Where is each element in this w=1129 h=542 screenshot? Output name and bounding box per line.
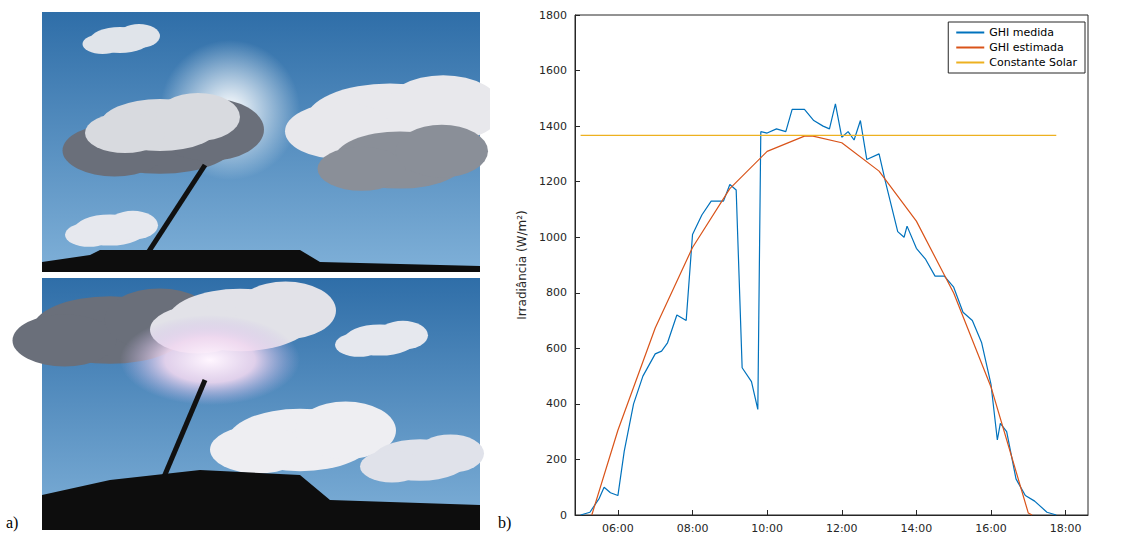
- svg-text:GHI medida: GHI medida: [989, 26, 1054, 39]
- svg-text:800: 800: [546, 286, 567, 299]
- svg-text:16:00: 16:00: [975, 522, 1007, 535]
- svg-text:08:00: 08:00: [677, 522, 709, 535]
- svg-text:0: 0: [560, 509, 567, 522]
- svg-text:400: 400: [546, 397, 567, 410]
- svg-text:12:00: 12:00: [826, 522, 858, 535]
- svg-text:14:00: 14:00: [901, 522, 933, 535]
- html-text:a): a): [6, 514, 19, 531]
- svg-text:1600: 1600: [539, 64, 567, 77]
- svg-text:Irradiância (W/m²): Irradiância (W/m²): [515, 210, 529, 319]
- svg-text:1200: 1200: [539, 175, 567, 188]
- svg-text:1800: 1800: [539, 9, 567, 22]
- svg-text:06:00: 06:00: [602, 522, 634, 535]
- svg-text:1000: 1000: [539, 231, 567, 244]
- html-text:b): b): [498, 514, 512, 531]
- svg-text:1400: 1400: [539, 120, 567, 133]
- svg-text:18:00: 18:00: [1050, 522, 1082, 535]
- svg-text:10:00: 10:00: [751, 522, 783, 535]
- svg-text:Constante Solar: Constante Solar: [989, 56, 1077, 69]
- svg-text:GHI estimada: GHI estimada: [989, 41, 1064, 54]
- svg-text:600: 600: [546, 342, 567, 355]
- svg-text:200: 200: [546, 453, 567, 466]
